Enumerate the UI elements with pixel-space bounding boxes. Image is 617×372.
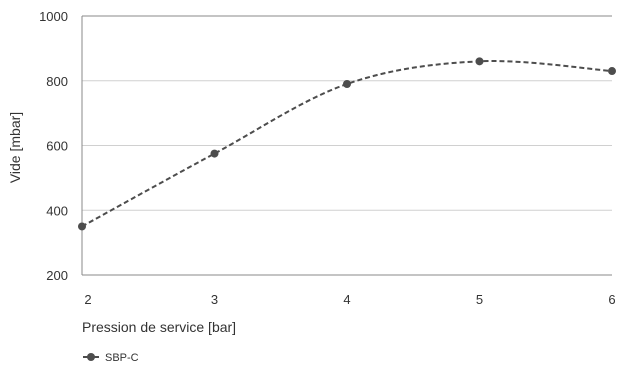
x-tick-label-3: 3	[211, 292, 218, 307]
y-tick-label-1000: 1000	[39, 9, 68, 24]
x-tick-label-5: 5	[476, 292, 483, 307]
data-point-5[interactable]	[475, 57, 484, 66]
x-tick-label-4: 4	[343, 292, 350, 307]
grid-lines	[82, 15, 612, 211]
y-tick-label-200: 200	[46, 268, 68, 283]
data-point-3[interactable]	[210, 149, 219, 158]
y-tick-label-400: 400	[46, 203, 68, 218]
legend-label: SBP-C	[105, 352, 139, 364]
legend[interactable]: SBP-C	[83, 352, 139, 364]
series-layer	[78, 57, 616, 231]
data-point-6[interactable]	[608, 67, 616, 76]
y-tick-label-600: 600	[46, 139, 68, 154]
x-axis-label: Pression de service [bar]	[82, 319, 236, 335]
legend-swatch-marker	[87, 353, 95, 361]
y-tick-labels: 200 400 600 800 1000	[39, 9, 68, 283]
y-axis-label: Vide [mbar]	[7, 112, 23, 183]
y-tick-label-800: 800	[46, 74, 68, 89]
x-tick-label-2: 2	[84, 292, 91, 307]
data-point-2[interactable]	[78, 222, 86, 231]
data-point-4[interactable]	[343, 79, 351, 88]
axes	[81, 16, 612, 276]
x-tick-label-6: 6	[608, 292, 615, 307]
x-tick-labels: 2 3 4 5 6	[84, 292, 615, 307]
